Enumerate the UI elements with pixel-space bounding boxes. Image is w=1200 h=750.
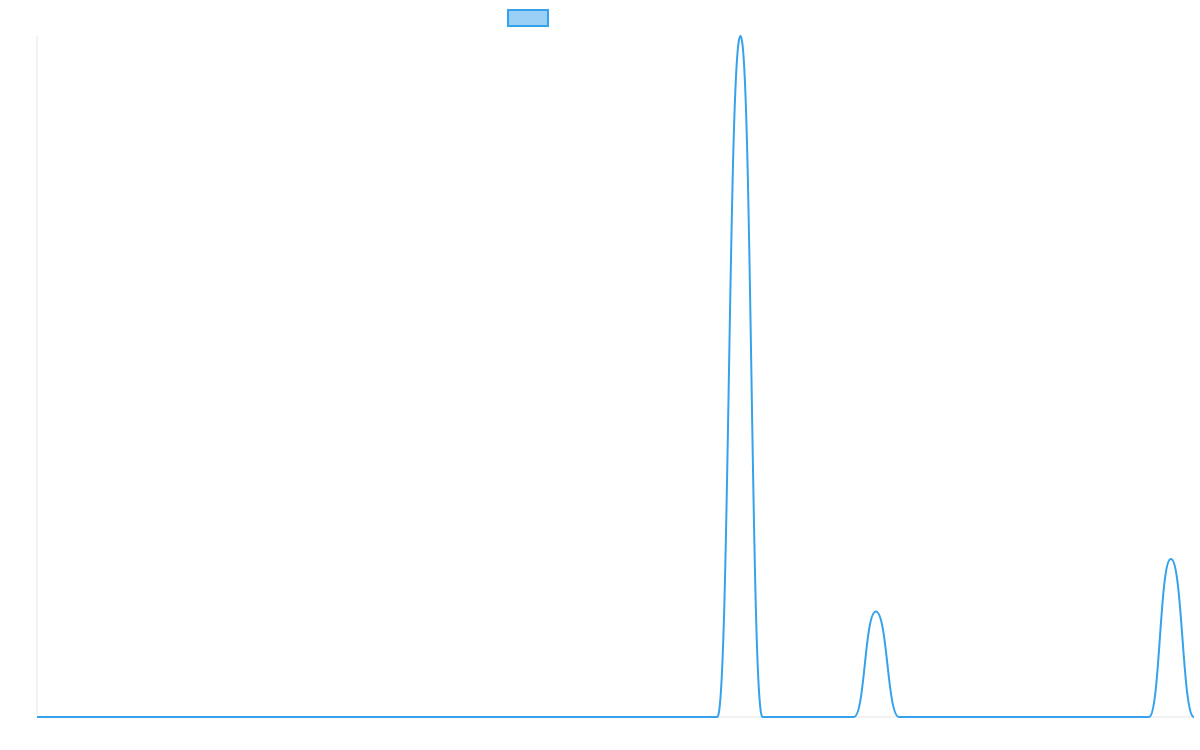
legend-swatch[interactable] [507, 9, 549, 27]
series-line-0 [36, 34, 1195, 719]
series-layer [36, 34, 1195, 719]
